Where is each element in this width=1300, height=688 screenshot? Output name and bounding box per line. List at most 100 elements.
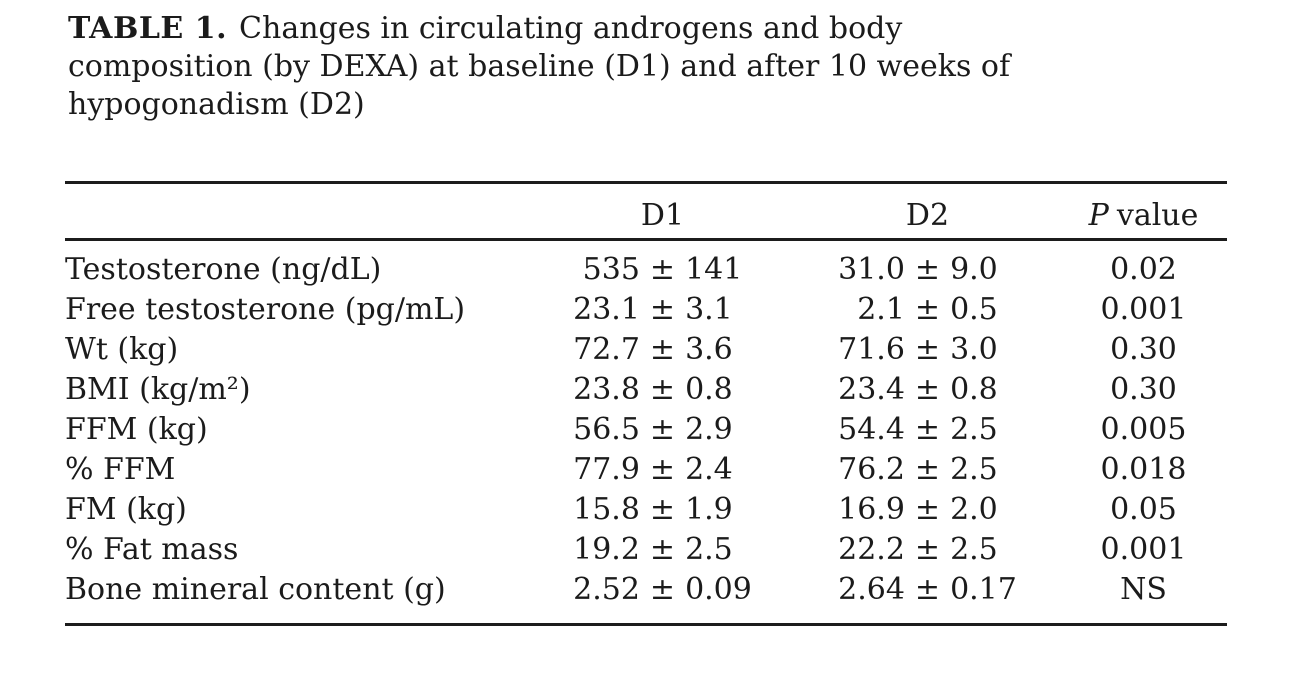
plus-minus-icon: ±: [649, 572, 676, 607]
plus-minus-icon: ±: [914, 252, 941, 287]
mean: 2.52: [573, 572, 640, 607]
table-row: % Fat mass 19.2 ±2.5 22.2 ±2.5 0.001: [65, 530, 1227, 570]
d1-value: 2.52 ±0.09: [530, 570, 795, 625]
col-header-d1: D1: [640, 198, 685, 233]
sd: 3.6: [685, 332, 733, 367]
table-row: Wt (kg) 72.7 ±3.6 71.6 ±3.0 0.30: [65, 330, 1227, 370]
row-label: % FFM: [65, 452, 176, 487]
row-label: Testosterone (ng/dL): [65, 252, 382, 287]
sd: 1.9: [685, 492, 733, 527]
sd: 0.8: [950, 372, 998, 407]
mean: 23.4: [838, 372, 905, 407]
mean: 23.1: [573, 292, 640, 327]
plus-minus-icon: ±: [914, 412, 941, 447]
mean: 15.8: [573, 492, 640, 527]
sd: 0.8: [685, 372, 733, 407]
table-caption: TABLE 1. Changes in circulating androgens…: [68, 10, 1228, 124]
d2-value: 2.64 ±0.17: [795, 570, 1060, 625]
plus-minus-icon: ±: [649, 252, 676, 287]
plus-minus-icon: ±: [914, 532, 941, 567]
mean: 535: [582, 252, 640, 287]
d1-value: 15.8 ±1.9: [530, 490, 795, 530]
d1-value: 72.7 ±3.6: [530, 330, 795, 370]
caption-line-2: composition (by DEXA) at baseline (D1) a…: [68, 49, 1011, 84]
col-header-empty: [65, 183, 530, 240]
mean: 23.8: [573, 372, 640, 407]
d2-value: 54.4 ±2.5: [795, 410, 1060, 450]
table-row: Bone mineral content (g) 2.52 ±0.09 2.64 ±…: [65, 570, 1227, 625]
sd: 2.9: [685, 412, 733, 447]
d1-value: 77.9 ±2.4: [530, 450, 795, 490]
row-label: Bone mineral content (g): [65, 572, 446, 607]
plus-minus-icon: ±: [649, 412, 676, 447]
sd: 2.5: [950, 452, 998, 487]
p-value: 0.001: [1100, 292, 1187, 327]
caption-line-1: TABLE 1. Changes in circulating androgens…: [68, 10, 1228, 48]
plus-minus-icon: ±: [649, 492, 676, 527]
d1-value: 19.2 ±2.5: [530, 530, 795, 570]
p-value-word: value: [1116, 198, 1199, 233]
col-header-d2: D2: [905, 198, 950, 233]
row-label: Free testosterone (pg/mL): [65, 292, 466, 327]
plus-minus-icon: ±: [649, 292, 676, 327]
plus-minus-icon: ±: [649, 452, 676, 487]
mean: 56.5: [573, 412, 640, 447]
p-value: 0.30: [1110, 332, 1177, 367]
sd: 2.5: [685, 532, 733, 567]
sd: 2.4: [685, 452, 733, 487]
mean: 77.9: [573, 452, 640, 487]
table-row: FFM (kg) 56.5 ±2.9 54.4 ±2.5 0.005: [65, 410, 1227, 450]
mean: 72.7: [573, 332, 640, 367]
sd: 0.17: [950, 572, 1017, 607]
mean: 19.2: [573, 532, 640, 567]
mean: 2.64: [838, 572, 905, 607]
p-value: 0.30: [1110, 372, 1177, 407]
p-value: 0.018: [1100, 452, 1187, 487]
mean: 76.2: [838, 452, 905, 487]
mean: 16.9: [838, 492, 905, 527]
p-value: 0.02: [1110, 252, 1177, 287]
d2-value: 16.9 ±2.0: [795, 490, 1060, 530]
plus-minus-icon: ±: [914, 292, 941, 327]
table-row: BMI (kg/m²) 23.8 ±0.8 23.4 ±0.8 0.30: [65, 370, 1227, 410]
caption-line-3: hypogonadism (D2): [68, 87, 365, 122]
table-number-label: TABLE 1.: [68, 11, 228, 46]
row-label: FM (kg): [65, 492, 187, 527]
d2-value: 76.2 ±2.5: [795, 450, 1060, 490]
plus-minus-icon: ±: [914, 332, 941, 367]
plus-minus-icon: ±: [649, 332, 676, 367]
caption-text-1: Changes in circulating androgens and bod…: [239, 11, 903, 46]
row-label: Wt (kg): [65, 332, 179, 367]
d1-value: 23.1 ±3.1: [530, 290, 795, 330]
sd: 2.0: [950, 492, 998, 527]
sd: 141: [685, 252, 743, 287]
table-row: FM (kg) 15.8 ±1.9 16.9 ±2.0 0.05: [65, 490, 1227, 530]
d2-value: 23.4 ±0.8: [795, 370, 1060, 410]
plus-minus-icon: ±: [649, 372, 676, 407]
sd: 0.5: [950, 292, 998, 327]
d2-value: 22.2 ±2.5: [795, 530, 1060, 570]
d2-value: 71.6 ±3.0: [795, 330, 1060, 370]
p-value: 0.05: [1110, 492, 1177, 527]
sd: 9.0: [950, 252, 998, 287]
plus-minus-icon: ±: [914, 572, 941, 607]
mean: 22.2: [838, 532, 905, 567]
d1-value: 56.5 ±2.9: [530, 410, 795, 450]
plus-minus-icon: ±: [914, 492, 941, 527]
plus-minus-icon: ±: [914, 452, 941, 487]
sd: 3.1: [685, 292, 733, 327]
sd: 3.0: [950, 332, 998, 367]
row-label: BMI (kg/m²): [65, 372, 251, 407]
d2-value: 2.1 ±0.5: [795, 290, 1060, 330]
d1-value: 535 ±141: [530, 240, 795, 291]
mean: 31.0: [838, 252, 905, 287]
mean: 71.6: [838, 332, 905, 367]
plus-minus-icon: ±: [649, 532, 676, 567]
mean: 2.1: [857, 292, 905, 327]
row-label: % Fat mass: [65, 532, 239, 567]
sd: 2.5: [950, 412, 998, 447]
d1-value: 23.8 ±0.8: [530, 370, 795, 410]
d2-value: 31.0 ±9.0: [795, 240, 1060, 291]
